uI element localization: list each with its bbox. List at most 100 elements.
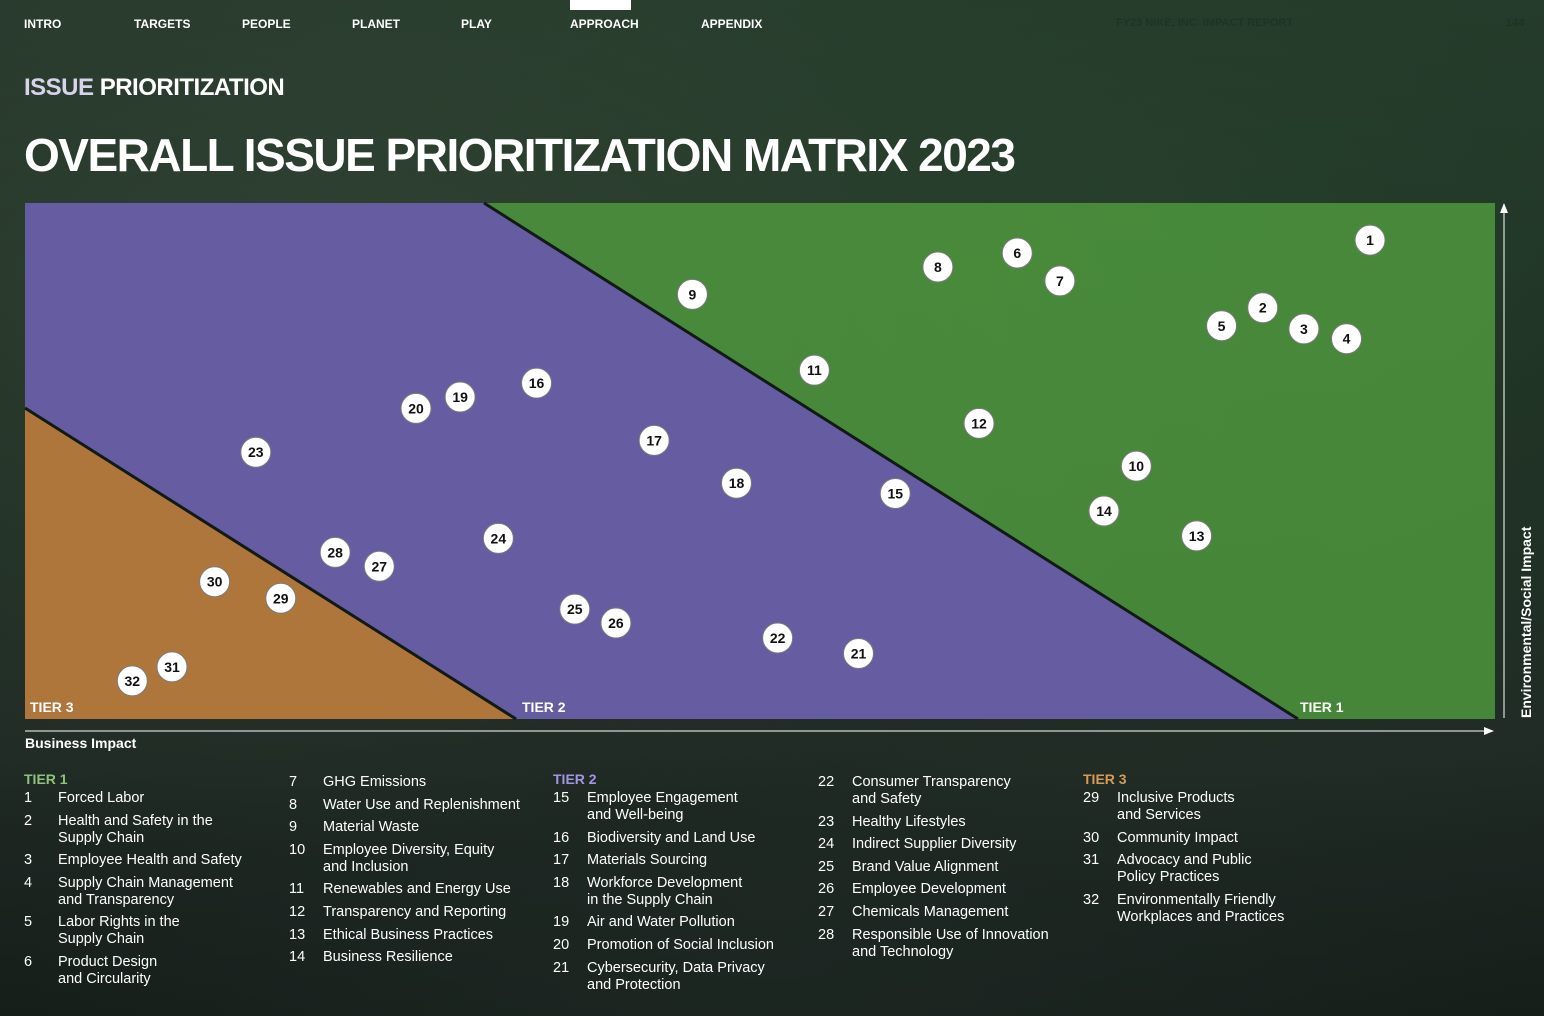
- legend-item-7: 7 GHG Emissions: [289, 774, 427, 790]
- data-point-label-10: 10: [1129, 458, 1145, 474]
- legend-item-number: 8: [289, 796, 298, 813]
- nav-item-planet[interactable]: PLANET: [352, 17, 400, 31]
- data-point-label-19: 19: [452, 389, 468, 405]
- legend-item-number: 28: [818, 926, 835, 943]
- data-point-label-23: 23: [248, 444, 264, 460]
- legend-item-number: 9: [289, 819, 298, 836]
- data-point-23: [240, 436, 272, 468]
- data-point-30: [199, 566, 231, 598]
- nav-item-people[interactable]: PEOPLE: [242, 17, 291, 31]
- legend-item-14: 14 Business Resilience: [289, 949, 453, 966]
- legend-item-3: 3 Employee Health and Safety: [24, 852, 242, 869]
- tier-zones: TIER 3 TIER 2 TIER 1: [24, 201, 1495, 721]
- legend-item-29: 29 Inclusive Products and Services: [1083, 790, 1235, 823]
- data-point-label-21: 21: [851, 645, 867, 661]
- data-point-31: [156, 651, 188, 683]
- nav-item-appendix[interactable]: APPENDIX: [701, 17, 763, 31]
- data-point-label-17: 17: [646, 432, 662, 448]
- data-point-6: [1001, 237, 1033, 269]
- report-title: FY23 NIKE, INC. IMPACT REPORT: [1116, 17, 1294, 29]
- legend-item-number: 4: [24, 874, 33, 891]
- legend-item-4: 4 Supply Chain Management and Transparency: [24, 874, 233, 908]
- data-point-25: [559, 593, 591, 625]
- nav-active-indicator: [570, 0, 631, 10]
- legend-item-18: 18 Workforce Development in the Supply Cha…: [553, 874, 743, 908]
- page-number: 144: [1506, 17, 1525, 29]
- legend-column-tier1-col_a: TIER 1 1 Forced Labor 2 Health and Safety in…: [24, 770, 284, 994]
- legend-item-17: 17 Materials Sourcing: [553, 852, 708, 869]
- legend-column-tier2-col_b: 22 Consumer Transparency and Safety 23 Healt…: [818, 774, 1078, 966]
- legend-item-number: 12: [289, 903, 306, 920]
- legend-item-number: 27: [818, 903, 835, 920]
- legend-heading-tier3: TIER 3: [1083, 771, 1127, 787]
- data-point-24: [482, 522, 514, 554]
- data-point-label-11: 11: [807, 362, 822, 378]
- legend-item-number: 22: [818, 774, 835, 790]
- data-point-label-32: 32: [125, 673, 141, 689]
- legend-column-tier2-col_a: TIER 2 15 Employee Engagement and Well-bein…: [553, 770, 813, 999]
- legend-item-30: 30 Community Impact: [1083, 829, 1238, 846]
- data-point-label-1: 1: [1366, 232, 1374, 248]
- data-point-9: [676, 278, 708, 310]
- legend-item-24: 24 Indirect Supplier Diversity: [818, 836, 1017, 853]
- legend-item-25: 25 Brand Value Alignment: [818, 858, 999, 875]
- legend-item-31: 31 Advocacy and Public Policy Practices: [1083, 852, 1252, 886]
- legend-heading-tier2: TIER 2: [553, 771, 597, 787]
- legend-item-number: 6: [24, 953, 33, 970]
- data-point-label-16: 16: [529, 375, 545, 391]
- data-point-label-25: 25: [567, 601, 583, 617]
- data-point-22: [762, 622, 794, 654]
- legend-item-6: 6 Product Design and Circularity: [24, 953, 158, 987]
- data-point-label-12: 12: [971, 415, 987, 431]
- data-point-label-3: 3: [1300, 321, 1308, 337]
- x-axis-arrow: [1484, 727, 1494, 735]
- legend-item-number: 14: [289, 949, 306, 966]
- tier-3-boundary: [24, 406, 517, 721]
- data-point-19: [444, 381, 476, 413]
- data-point-17: [638, 424, 670, 456]
- data-point-2: [1247, 292, 1279, 324]
- data-point-label-30: 30: [207, 574, 223, 590]
- y-axis-arrow: [1500, 203, 1508, 213]
- legend-item-11: 11 Renewables and Energy Use: [289, 881, 511, 898]
- legend-item-number: 23: [818, 813, 835, 830]
- data-point-label-31: 31: [164, 659, 180, 675]
- data-point-label-18: 18: [729, 475, 745, 491]
- legend-item-number: 10: [289, 841, 306, 858]
- legend-item-12: 12 Transparency and Reporting: [289, 903, 507, 920]
- data-point-label-9: 9: [688, 286, 696, 302]
- legend-item-1: 1 Forced Labor: [24, 790, 145, 806]
- data-point-label-24: 24: [491, 530, 507, 546]
- legend-item-number: 5: [24, 914, 33, 931]
- legend-item-15: 15 Employee Engagement and Well-being: [553, 790, 738, 823]
- legend-item-number: 2: [24, 812, 33, 829]
- zone-label-tier-2: TIER 2: [522, 699, 566, 715]
- page-title: OVERALL ISSUE PRIORITIZATION MATRIX 2023: [24, 129, 1016, 181]
- data-point-1: [1354, 224, 1386, 256]
- data-point-32: [116, 665, 148, 697]
- legend-item-22: 22 Consumer Transparency and Safety: [818, 774, 1011, 807]
- nav-item-targets[interactable]: TARGETS: [134, 17, 191, 31]
- legend-item-8: 8 Water Use and Replenishment: [289, 796, 520, 813]
- data-point-label-6: 6: [1013, 245, 1021, 261]
- data-point-label-13: 13: [1189, 528, 1205, 544]
- legend-item-5: 5 Labor Rights in the Supply Chain: [24, 914, 180, 948]
- legend-item-number: 7: [289, 774, 298, 790]
- legend-item-21: 21 Cybersecurity, Data Privacy and Protect…: [553, 959, 765, 993]
- data-point-14: [1088, 495, 1120, 527]
- data-point-label-28: 28: [327, 544, 343, 560]
- nav-item-play[interactable]: PLAY: [461, 17, 492, 31]
- data-point-20: [400, 392, 432, 424]
- legend-item-number: 30: [1083, 829, 1100, 846]
- nav-item-approach[interactable]: APPROACH: [570, 17, 639, 31]
- nav-item-intro[interactable]: INTRO: [24, 17, 62, 31]
- data-point-10: [1120, 450, 1152, 482]
- legend-item-number: 16: [553, 829, 570, 846]
- data-point-28: [319, 536, 351, 568]
- zone-label-tier-1: TIER 1: [1300, 699, 1344, 715]
- data-point-label-22: 22: [770, 630, 786, 646]
- data-point-label-27: 27: [371, 558, 387, 574]
- legend-item-26: 26 Employee Development: [818, 881, 1006, 898]
- legend-item-number: 1: [24, 790, 33, 806]
- data-point-27: [363, 550, 395, 582]
